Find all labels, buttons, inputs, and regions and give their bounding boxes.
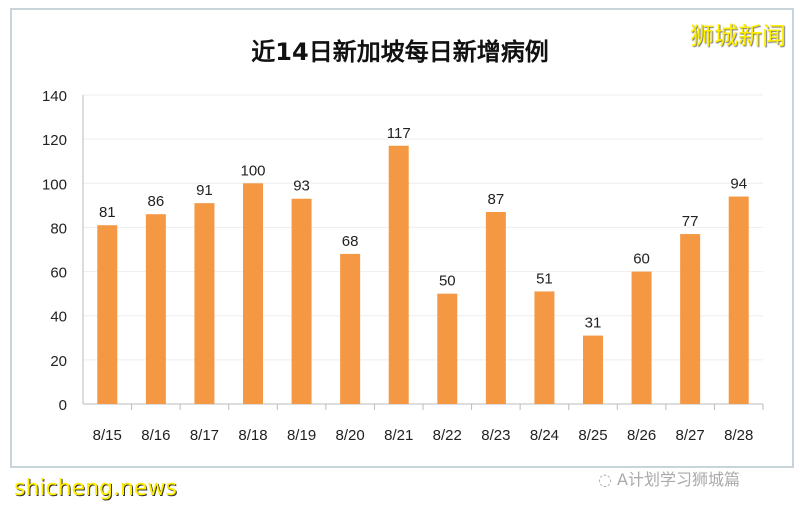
source-text: A计划学习狮城篇 xyxy=(617,470,740,489)
x-tick-label: 8/27 xyxy=(676,427,705,444)
data-label: 91 xyxy=(196,182,213,199)
x-tick-label: 8/17 xyxy=(190,427,219,444)
y-tick-label: 120 xyxy=(42,132,67,149)
watermark: shicheng.news xyxy=(14,476,177,501)
logo: 狮城新闻 xyxy=(690,22,786,50)
source-label: ◌ A计划学习狮城篇 xyxy=(598,470,740,489)
y-tick-label: 140 xyxy=(42,88,67,105)
data-label: 31 xyxy=(585,315,602,332)
data-label: 87 xyxy=(488,191,505,208)
data-label: 100 xyxy=(240,162,265,179)
bar xyxy=(340,253,361,404)
y-tick-label: 0 xyxy=(59,397,67,414)
x-tick-label: 8/20 xyxy=(336,427,365,444)
data-label: 81 xyxy=(99,204,116,221)
y-tick-label: 100 xyxy=(42,176,67,193)
data-label: 51 xyxy=(536,270,553,287)
data-label: 86 xyxy=(148,193,165,210)
data-label: 94 xyxy=(730,176,747,193)
x-tick-label: 8/22 xyxy=(433,427,462,444)
x-tick-label: 8/19 xyxy=(287,427,316,444)
y-tick-label: 40 xyxy=(50,309,67,326)
x-tick-label: 8/25 xyxy=(578,427,607,444)
x-tick-label: 8/23 xyxy=(481,427,510,444)
data-label: 77 xyxy=(682,213,699,230)
data-label: 60 xyxy=(633,251,650,268)
y-tick-label: 60 xyxy=(50,265,67,282)
bar xyxy=(680,234,701,404)
x-tick-label: 8/21 xyxy=(384,427,413,444)
bar xyxy=(583,335,603,404)
y-tick-label: 80 xyxy=(50,220,67,237)
y-tick-label: 20 xyxy=(50,353,67,370)
bar xyxy=(485,211,506,404)
bar xyxy=(534,291,555,404)
x-tick-label: 8/15 xyxy=(93,427,122,444)
data-label: 117 xyxy=(387,125,411,142)
x-tick-label: 8/16 xyxy=(141,427,170,444)
x-tick-label: 8/24 xyxy=(530,427,559,444)
data-label: 93 xyxy=(293,178,310,195)
bar xyxy=(631,271,652,404)
bar xyxy=(437,293,458,404)
x-tick-label: 8/26 xyxy=(627,427,656,444)
bar xyxy=(291,198,312,404)
data-label: 68 xyxy=(342,233,359,250)
bar xyxy=(97,225,118,404)
bar xyxy=(388,145,409,404)
x-tick-label: 8/18 xyxy=(238,427,267,444)
bar xyxy=(194,203,215,404)
bar xyxy=(145,214,166,404)
bar xyxy=(728,196,749,404)
data-label: 50 xyxy=(439,273,456,290)
bar xyxy=(243,183,263,404)
x-tick-label: 8/28 xyxy=(724,427,753,444)
chart-title: 近14日新加坡每日新增病例 xyxy=(251,38,549,66)
